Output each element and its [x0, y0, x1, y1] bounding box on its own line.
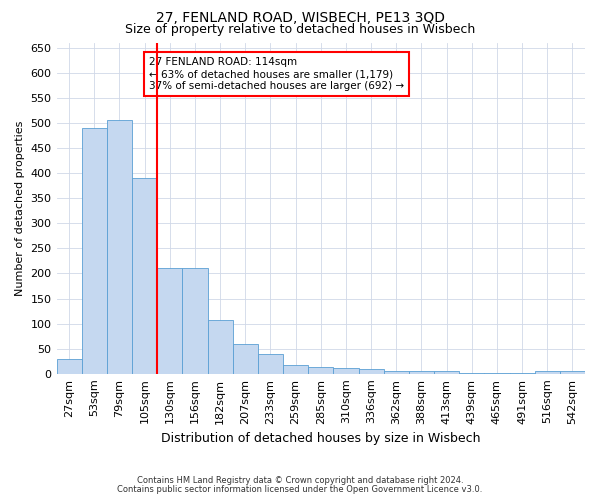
Bar	[359, 369, 383, 374]
Bar	[208, 320, 233, 374]
Text: Size of property relative to detached houses in Wisbech: Size of property relative to detached ho…	[125, 22, 475, 36]
Text: 27 FENLAND ROAD: 114sqm
← 63% of detached houses are smaller (1,179)
37% of semi: 27 FENLAND ROAD: 114sqm ← 63% of detache…	[149, 58, 404, 90]
Bar	[233, 344, 258, 374]
Text: Contains HM Land Registry data © Crown copyright and database right 2024.: Contains HM Land Registry data © Crown c…	[137, 476, 463, 485]
X-axis label: Distribution of detached houses by size in Wisbech: Distribution of detached houses by size …	[161, 432, 481, 445]
Text: Contains public sector information licensed under the Open Government Licence v3: Contains public sector information licen…	[118, 484, 482, 494]
Y-axis label: Number of detached properties: Number of detached properties	[15, 120, 25, 296]
Bar	[82, 128, 107, 374]
Bar	[334, 368, 359, 374]
Bar	[509, 373, 535, 374]
Bar	[535, 372, 560, 374]
Bar	[484, 373, 509, 374]
Bar	[132, 178, 157, 374]
Bar	[308, 367, 334, 374]
Bar	[157, 268, 182, 374]
Bar	[434, 372, 459, 374]
Bar	[258, 354, 283, 374]
Bar	[56, 358, 82, 374]
Bar	[560, 372, 585, 374]
Bar	[283, 365, 308, 374]
Bar	[383, 372, 409, 374]
Bar	[182, 268, 208, 374]
Text: 27, FENLAND ROAD, WISBECH, PE13 3QD: 27, FENLAND ROAD, WISBECH, PE13 3QD	[155, 11, 445, 25]
Bar	[107, 120, 132, 374]
Bar	[459, 373, 484, 374]
Bar	[409, 372, 434, 374]
